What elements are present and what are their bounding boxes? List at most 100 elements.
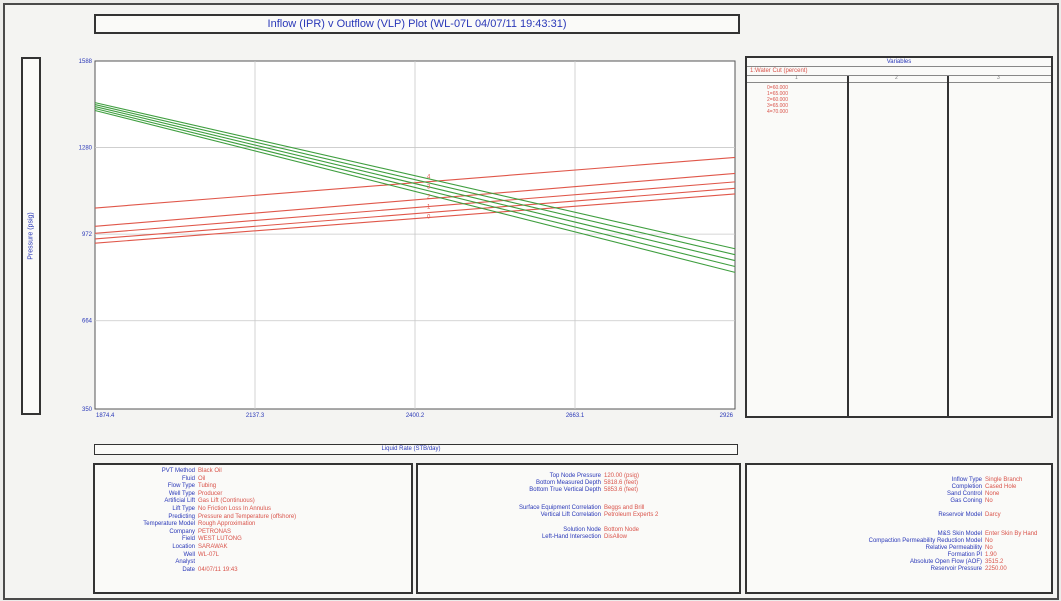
- y-tick-label: 1280: [79, 146, 93, 152]
- vlp-curve: [94, 181, 736, 234]
- info-label: Surface Equipment Correlation: [518, 505, 601, 511]
- plot-area[interactable]: 1874.4 2137.3 2400.2 2663.1 2926 350 664 972 128…: [60, 50, 740, 430]
- intersection-label: 4: [427, 174, 431, 180]
- info-label: Lift Type: [172, 506, 195, 512]
- ipr-curve: [94, 107, 736, 268]
- x-tick-label: 2400.2: [406, 413, 425, 419]
- info-label: Absolute Open Flow (AOF): [909, 559, 982, 565]
- info-value: No: [985, 498, 993, 504]
- info-value: Tubing: [198, 483, 217, 490]
- info-row: Completion Cased Hole: [747, 484, 1017, 491]
- info-label: Bottom Measured Depth: [535, 480, 601, 486]
- column-divider: [847, 76, 849, 416]
- info-label: Bottom True Vertical Depth: [529, 487, 601, 493]
- info-row: Analyst: [95, 559, 198, 566]
- y-tick-label: 972: [82, 232, 93, 238]
- info-value: Black Oil: [198, 468, 222, 474]
- info-label: Solution Node: [563, 527, 601, 533]
- info-label: Analyst: [175, 559, 195, 566]
- info-label: Gas Coning: [950, 498, 982, 504]
- info-row: Surface Equipment Correlation Beggs and B…: [418, 505, 644, 512]
- variables-subheader: 1: [795, 75, 798, 81]
- variables-panel: Variables 1:Water Cut (percent) 1 2 3 0=…: [745, 56, 1053, 418]
- info-label: Well Type: [168, 490, 195, 497]
- info-label: Date: [182, 566, 195, 573]
- info-row: Compaction Permeability Reduction Model N…: [747, 538, 993, 545]
- info-value: Gas Lift (Continuous): [198, 498, 255, 505]
- info-label: Reservoir Pressure: [930, 566, 982, 572]
- info-value: 2250.00: [985, 566, 1007, 572]
- info-label: Formation PI: [947, 552, 982, 558]
- info-value: 04/07/11 19:43: [198, 566, 238, 573]
- info-row: Reservoir Model Darcy: [747, 512, 1001, 519]
- ipr-curve: [94, 102, 736, 250]
- info-row: Formation PI 1.90: [747, 552, 997, 559]
- info-row: Date 04/07/11 19:43: [95, 566, 238, 574]
- info-label: Relative Permeability: [925, 545, 982, 551]
- info-value: PETRONAS: [198, 528, 232, 535]
- variable-item: 0=60.000: [767, 85, 788, 91]
- info-row: Well Type Producer: [95, 491, 222, 498]
- y-axis-label: Pressure (psig): [27, 212, 35, 260]
- info-value: DisAllow: [604, 534, 628, 540]
- info-value: Pressure and Temperature (offshore): [198, 513, 297, 520]
- info-row: M&S Skin Model Enter Skin By Hand: [747, 531, 1038, 538]
- x-tick-label: 1874.4: [96, 413, 115, 419]
- info-value: Cased Hole: [985, 484, 1017, 490]
- variables-subheader: 2: [895, 75, 898, 81]
- info-row: Inflow Type Single Branch: [747, 477, 1023, 484]
- x-tick-label: 2137.3: [246, 413, 265, 419]
- intersection-label: 0: [427, 214, 431, 220]
- info-row: Lift Type No Friction Loss In Annulus: [95, 506, 271, 513]
- info-label: M&S Skin Model: [937, 531, 982, 537]
- info-label: Location: [172, 544, 195, 550]
- vlp-curve: [94, 172, 736, 227]
- info-row: Left-Hand Intersection DisAllow: [418, 534, 627, 541]
- info-label: Flow Type: [167, 483, 195, 490]
- info-row: Sand Control None: [747, 491, 1000, 498]
- info-row: Well WL-07L: [95, 552, 219, 559]
- info-row: Field WEST LUTONG: [95, 536, 242, 543]
- intersection-label: 1: [427, 204, 431, 210]
- info-label: PVT Method: [161, 468, 195, 474]
- info-value: Enter Skin By Hand: [985, 531, 1038, 537]
- vlp-curve: [94, 193, 736, 244]
- y-axis-label-box: Pressure (psig): [21, 57, 41, 415]
- info-row: Flow Type Tubing: [95, 483, 216, 490]
- info-label: Top Node Pressure: [549, 473, 601, 479]
- info-label: Predicting: [168, 513, 195, 520]
- info-panel-right: Inflow Type Single Branch Completion Cased …: [745, 463, 1053, 594]
- info-value: WL-07L: [198, 551, 220, 558]
- info-value: Darcy: [985, 512, 1001, 518]
- y-tick-label: 664: [82, 319, 93, 325]
- info-value: None: [985, 491, 1000, 497]
- vlp-curve: [94, 187, 736, 240]
- info-label: Inflow Type: [951, 477, 982, 483]
- info-row: Artificial Lift Gas Lift (Continuous): [95, 498, 255, 505]
- info-row: Predicting Pressure and Temperature (offs…: [95, 514, 296, 521]
- info-row: Top Node Pressure 120.00 (psig): [418, 473, 639, 480]
- ipr-curve: [94, 109, 736, 273]
- info-label: Well: [183, 551, 195, 558]
- info-label: Completion: [951, 484, 982, 490]
- info-value: Bottom Node: [604, 527, 640, 533]
- variables-title: Variables: [747, 58, 1051, 67]
- info-label: Reservoir Model: [938, 512, 982, 518]
- info-value: 3515.2: [985, 559, 1004, 565]
- variable-item: 2=60.000: [767, 97, 788, 103]
- info-value: Rough Approximation: [198, 521, 256, 528]
- variable-item: 4=70.000: [767, 109, 788, 115]
- info-label: Fluid: [181, 475, 195, 482]
- variable-item: 1=65.000: [767, 91, 788, 97]
- info-label: Left-Hand Intersection: [541, 534, 601, 540]
- info-label: Field: [181, 536, 195, 543]
- info-panel-middle: Top Node Pressure 120.00 (psig) Bottom Mea…: [416, 463, 741, 594]
- info-label: Sand Control: [946, 491, 982, 497]
- info-value: Single Branch: [985, 477, 1023, 483]
- variable-item: 3=65.000: [767, 103, 788, 109]
- info-row: Bottom Measured Depth 5818.6 (feet): [418, 480, 638, 487]
- info-value: No: [985, 538, 993, 544]
- info-value: No: [985, 545, 993, 551]
- y-tick-label: 1588: [79, 59, 93, 65]
